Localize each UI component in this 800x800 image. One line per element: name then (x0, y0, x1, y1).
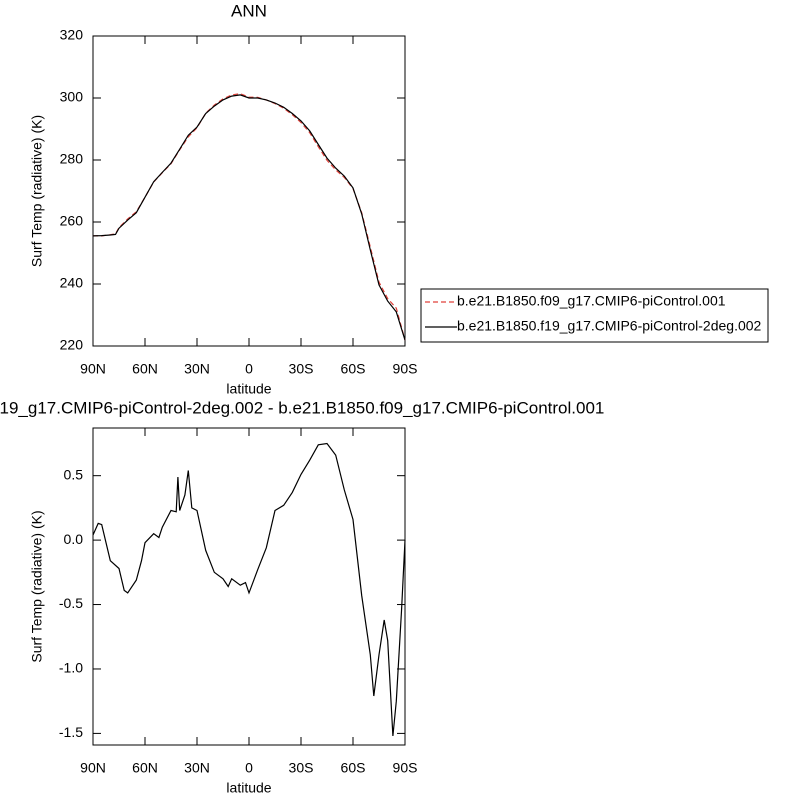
y-tick-label: -1.0 (59, 660, 83, 676)
plot-frame (92, 427, 406, 746)
x-tick-label: 90N (80, 760, 106, 776)
data-line (93, 93, 406, 341)
y-tick-label: 0.5 (64, 466, 84, 482)
y-axis-label: Surf Temp (radiative) (K) (29, 510, 45, 662)
legend-label: b.e21.B1850.f19_g17.CMIP6-piControl-2deg… (457, 318, 762, 334)
chart-title: b.e21.B1850.f19_g17.CMIP6-piControl-2deg… (0, 398, 604, 417)
x-tick-label: 60S (341, 361, 366, 377)
data-line (92, 442, 406, 737)
x-axis-label: latitude (226, 780, 271, 796)
x-tick-label: 90N (80, 361, 106, 377)
y-tick-label: -1.5 (59, 724, 83, 740)
x-tick-label: 0 (245, 760, 253, 776)
legend-label: b.e21.B1850.f09_g17.CMIP6-piControl.001 (457, 293, 726, 309)
x-tick-label: 60N (132, 361, 158, 377)
y-tick-label: 280 (60, 151, 84, 167)
x-axis-label: latitude (226, 381, 271, 397)
x-tick-label: 30S (289, 760, 314, 776)
data-line (92, 94, 406, 341)
plot-frame (92, 35, 406, 347)
x-tick-label: 30S (289, 361, 314, 377)
x-tick-label: 90S (393, 760, 418, 776)
legend-box (420, 288, 769, 343)
x-tick-label: 30N (184, 361, 210, 377)
y-tick-label: 320 (60, 27, 84, 43)
y-tick-label: 0.0 (64, 531, 84, 547)
y-tick-label: -0.5 (59, 595, 83, 611)
y-tick-label: 240 (60, 275, 84, 291)
y-tick-label: 300 (60, 89, 84, 105)
chart-title: ANN (231, 1, 267, 20)
y-tick-label: 220 (60, 337, 84, 353)
x-tick-label: 60N (132, 760, 158, 776)
x-tick-label: 0 (245, 361, 253, 377)
y-axis-label: Surf Temp (radiative) (K) (29, 115, 45, 267)
x-tick-label: 30N (184, 760, 210, 776)
x-tick-label: 60S (341, 760, 366, 776)
x-tick-label: 90S (393, 361, 418, 377)
y-tick-label: 260 (60, 213, 84, 229)
